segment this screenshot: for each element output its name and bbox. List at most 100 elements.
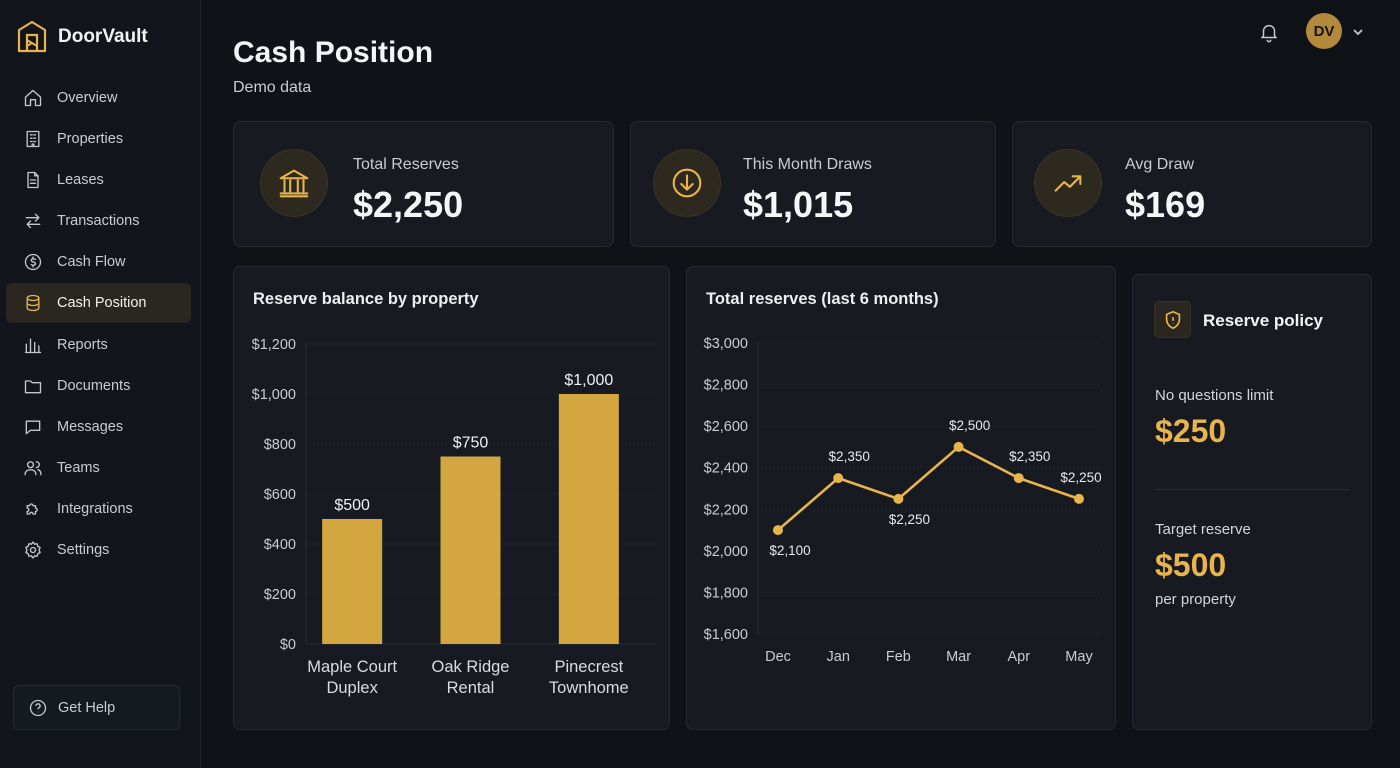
sidebar-item-label: Settings <box>57 542 110 559</box>
sidebar-item-label: Overview <box>57 90 118 106</box>
data-point-label: $2,100 <box>769 543 810 558</box>
data-point-label: $2,350 <box>829 449 870 464</box>
notifications-button[interactable] <box>1258 21 1280 43</box>
document-icon <box>23 170 43 190</box>
x-category-label: Rental <box>447 679 495 697</box>
avatar[interactable]: DV <box>1306 13 1342 49</box>
x-tick-label: Apr <box>1008 649 1031 665</box>
sidebar-item-transactions[interactable]: Transactions <box>6 201 191 241</box>
shield-icon <box>1154 301 1191 338</box>
x-tick-label: May <box>1065 649 1093 665</box>
y-tick-label: $2,400 <box>704 461 748 477</box>
x-tick-label: Dec <box>765 649 791 665</box>
sidebar-item-label: Teams <box>57 459 100 476</box>
arrow-down-circle-icon <box>653 149 721 217</box>
bar-chart-icon <box>23 335 43 355</box>
line-chart-card: Total reserves (last 6 months) $1,600 $1,… <box>686 266 1116 730</box>
sidebar-item-label: Properties <box>57 131 124 148</box>
sidebar-item-overview[interactable]: Overview <box>6 78 191 118</box>
data-point <box>1013 473 1024 484</box>
sidebar-item-cash-position[interactable]: Cash Position <box>6 283 191 324</box>
sidebar-item-label: Integrations <box>57 500 133 517</box>
sidebar-item-properties[interactable]: Properties <box>6 119 191 159</box>
bar-value-label: $500 <box>334 497 370 514</box>
sidebar-item-label: Cash Position <box>57 295 147 312</box>
sidebar: DoorVault Overview Properties Leases Tra… <box>0 0 201 768</box>
divider <box>1155 489 1350 490</box>
get-help-button[interactable]: Get Help <box>13 685 180 730</box>
sidebar-item-label: Reports <box>57 336 108 353</box>
stat-label: Total Reserves <box>353 156 459 173</box>
sidebar-item-messages[interactable]: Messages <box>6 407 191 447</box>
y-tick-label: $200 <box>264 587 296 603</box>
policy-title: Reserve policy <box>1203 311 1324 330</box>
target-reserve-value: $500 <box>1155 547 1227 583</box>
y-tick-label: $1,000 <box>252 387 296 403</box>
y-tick-label: $600 <box>264 487 296 503</box>
brand[interactable]: DoorVault <box>16 20 148 54</box>
data-point <box>893 493 904 504</box>
y-tick-label: $1,200 <box>252 337 296 353</box>
data-point <box>773 525 783 536</box>
account-menu-toggle[interactable] <box>1351 25 1365 39</box>
building-icon <box>23 129 43 149</box>
chart-title: Reserve balance by property <box>253 290 479 308</box>
stat-value: $169 <box>1125 184 1206 225</box>
puzzle-icon <box>23 499 43 519</box>
line-chart: $1,600 $1,800 $2,000 $2,200 $2,400 $2,600 $2,8… <box>704 336 1102 665</box>
y-tick-label: $400 <box>264 537 296 553</box>
no-questions-label: No questions limit <box>1155 387 1274 404</box>
bar <box>440 456 501 644</box>
trending-up-icon <box>1034 149 1102 217</box>
bell-icon <box>1260 24 1278 43</box>
bar-chart: $0 $200 $400 $600 $800 $1,000 $1,200 $500 Maple … <box>252 337 655 697</box>
stat-card-avg-draw: Avg Draw $169 <box>1012 121 1372 247</box>
y-tick-label: $2,000 <box>704 544 748 560</box>
sidebar-item-settings[interactable]: Settings <box>6 530 191 570</box>
home-icon <box>23 88 43 108</box>
app-name: DoorVault <box>58 26 148 47</box>
y-tick-label: $1,600 <box>704 627 748 643</box>
target-reserve-label: Target reserve <box>1155 521 1251 538</box>
bar-chart-card: Reserve balance by property $0 $200 $400 $6… <box>233 266 670 730</box>
y-tick-label: $2,800 <box>704 378 748 394</box>
no-questions-value: $250 <box>1155 413 1227 449</box>
sidebar-item-cash-flow[interactable]: Cash Flow <box>6 242 191 282</box>
folder-icon <box>23 376 43 396</box>
bar <box>322 519 383 644</box>
help-circle-icon <box>29 699 47 716</box>
page-title: Cash Position <box>233 36 434 69</box>
sidebar-item-leases[interactable]: Leases <box>6 160 191 200</box>
users-icon <box>23 458 43 478</box>
data-point-label: $2,500 <box>949 418 990 433</box>
sidebar-item-documents[interactable]: Documents <box>6 366 191 406</box>
sidebar-item-integrations[interactable]: Integrations <box>6 489 191 529</box>
x-tick-label: Jan <box>827 649 850 665</box>
x-category-label: Duplex <box>326 679 378 697</box>
message-icon <box>23 417 43 437</box>
database-icon <box>23 293 43 313</box>
data-point-label: $2,250 <box>1060 470 1101 485</box>
sidebar-item-reports[interactable]: Reports <box>6 325 191 365</box>
bank-icon <box>260 149 328 217</box>
sidebar-nav: Overview Properties Leases Transactions … <box>6 78 191 571</box>
stat-card-total-reserves: Total Reserves $2,250 <box>233 121 614 247</box>
stat-label: Avg Draw <box>1125 156 1195 173</box>
gear-icon <box>23 540 43 560</box>
sidebar-item-label: Messages <box>57 418 124 435</box>
sidebar-item-teams[interactable]: Teams <box>6 448 191 488</box>
y-tick-label: $800 <box>264 437 296 453</box>
x-category-label: Oak Ridge <box>432 658 510 676</box>
data-point <box>953 441 964 452</box>
y-tick-label: $3,000 <box>704 336 748 352</box>
target-reserve-sub: per property <box>1155 591 1236 608</box>
x-category-label: Townhome <box>549 679 629 697</box>
page-subtitle: Demo data <box>233 79 312 96</box>
y-tick-label: $2,600 <box>704 419 748 435</box>
bar-value-label: $750 <box>453 435 489 452</box>
reserve-policy-card: Reserve policy No questions limit $250 T… <box>1132 274 1372 730</box>
sidebar-item-label: Transactions <box>57 213 140 230</box>
stat-card-this-month-draws: This Month Draws $1,015 <box>630 121 996 247</box>
series-line <box>777 445 1080 532</box>
stat-value: $2,250 <box>353 184 464 225</box>
